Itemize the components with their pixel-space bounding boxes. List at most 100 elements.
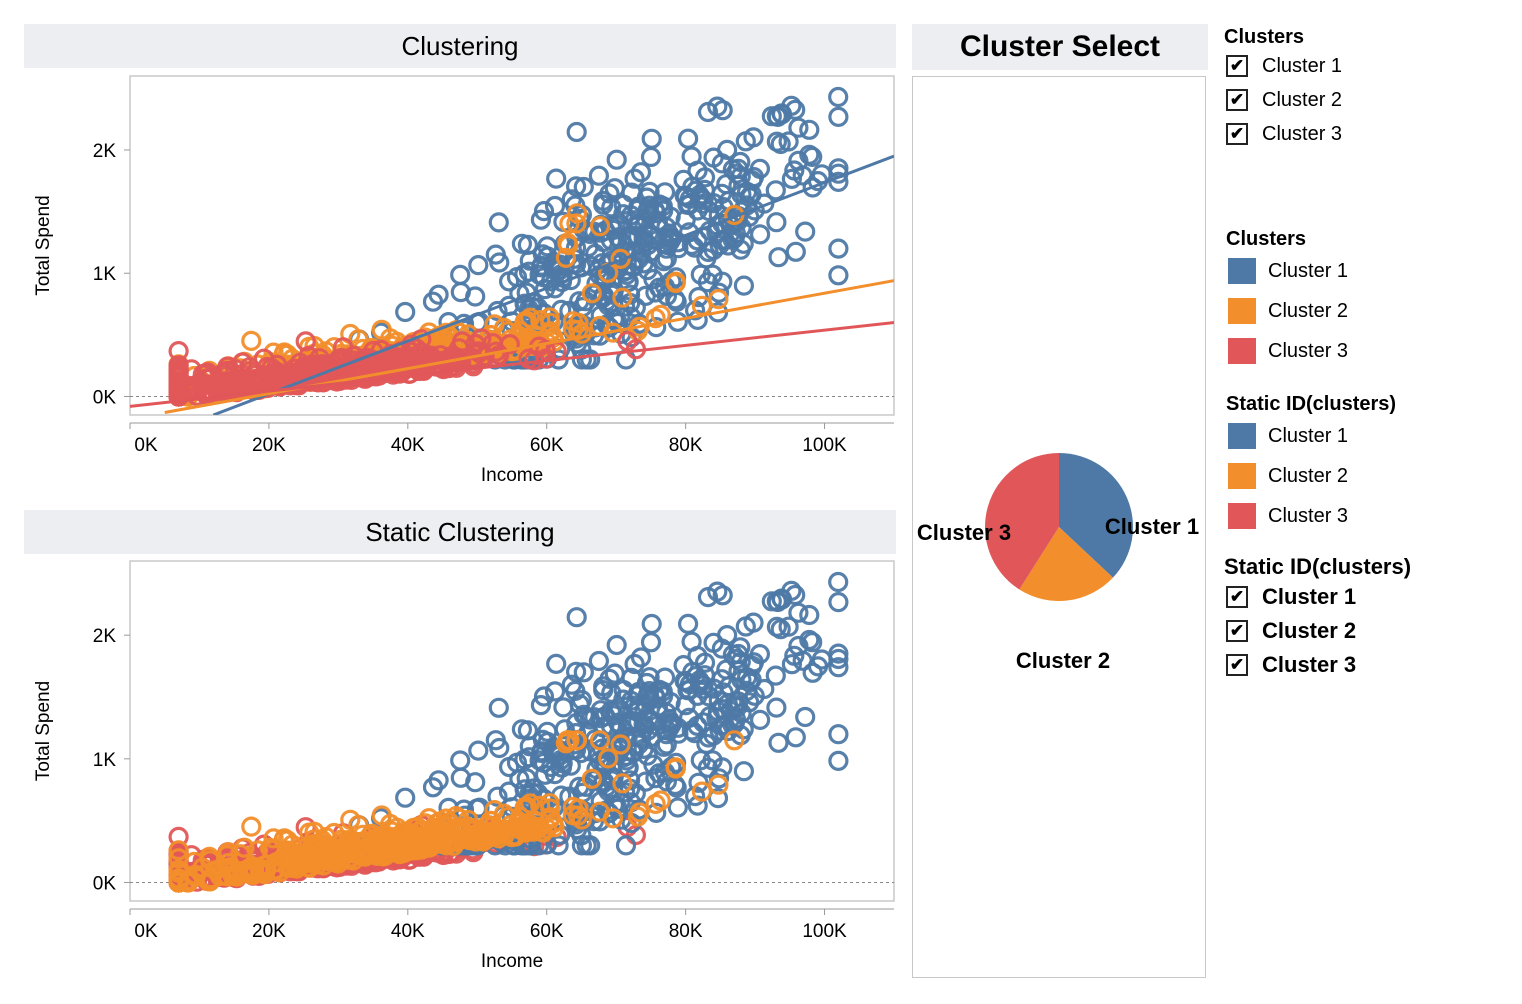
checkbox-checked-icon[interactable]: ✔ xyxy=(1226,654,1248,676)
data-point-cluster-1 xyxy=(561,674,582,695)
y-tick-label: 2K xyxy=(93,141,117,162)
data-point-cluster-1 xyxy=(395,301,416,323)
data-point-cluster-1 xyxy=(795,221,816,242)
color-swatch xyxy=(1228,463,1256,489)
data-point-cluster-1 xyxy=(530,694,552,716)
data-point-cluster-2 xyxy=(509,812,531,833)
data-point-cluster-1 xyxy=(599,668,620,690)
static-clustering-panel-title: Static Clustering xyxy=(24,510,896,554)
data-point-cluster-1 xyxy=(708,282,730,303)
data-point-cluster-1 xyxy=(606,149,627,170)
clusters-filter-item-3[interactable]: ✔ Cluster 3 xyxy=(1224,117,1342,151)
data-point-cluster-3 xyxy=(412,359,433,380)
data-point-cluster-2 xyxy=(277,830,298,851)
data-point-cluster-1 xyxy=(599,183,620,204)
legend-label: Cluster 2 xyxy=(1268,299,1349,322)
data-point-cluster-1 xyxy=(566,121,587,143)
data-point-cluster-3 xyxy=(267,354,288,375)
data-point-cluster-1 xyxy=(716,139,738,160)
clusters-color-item-2[interactable]: Cluster 2 xyxy=(1226,291,1348,331)
clusters-filter-item-2[interactable]: ✔ Cluster 2 xyxy=(1224,83,1342,117)
x-tick-label: 100K xyxy=(802,435,847,456)
data-point-cluster-1 xyxy=(636,187,658,208)
scatter-plots[interactable]: 0K 20K 40K 60K 80K 100K Income 0K 1K 2K Total Spen… xyxy=(0,0,910,1004)
clusters-color-item-1[interactable]: Cluster 1 xyxy=(1226,251,1348,291)
checkbox-checked-icon[interactable]: ✔ xyxy=(1226,89,1248,111)
data-point-cluster-1 xyxy=(571,835,593,856)
data-point-cluster-1 xyxy=(593,194,614,215)
x-tick-label: 60K xyxy=(530,435,564,456)
data-point-cluster-3 xyxy=(431,357,452,379)
data-point-cluster-1 xyxy=(660,206,681,227)
data-point-cluster-1 xyxy=(560,755,581,776)
data-point-cluster-2 xyxy=(360,824,381,846)
data-point-cluster-1 xyxy=(799,119,820,140)
scatter-plot-2: 0K 20K 40K 60K 80K 100K Income 0K 1K 2K Total Spen… xyxy=(33,560,895,972)
data-point-cluster-1 xyxy=(735,131,756,152)
data-point-cluster-2 xyxy=(263,828,284,849)
data-point-cluster-1 xyxy=(573,662,594,683)
data-point-cluster-1 xyxy=(731,669,752,691)
data-point-cluster-1 xyxy=(546,168,567,189)
data-point-cluster-1 xyxy=(722,159,744,180)
static-filter-item-3[interactable]: ✔ Cluster 3 xyxy=(1224,648,1411,682)
data-point-cluster-1 xyxy=(785,241,806,262)
data-point-cluster-1 xyxy=(640,632,662,653)
data-point-cluster-1 xyxy=(630,647,652,668)
checkbox-checked-icon[interactable]: ✔ xyxy=(1226,586,1248,608)
data-point-cluster-2 xyxy=(708,289,729,310)
filter-label: Cluster 3 xyxy=(1262,122,1343,145)
data-point-cluster-1 xyxy=(565,661,587,682)
data-point-cluster-2 xyxy=(239,858,260,879)
data-point-cluster-1 xyxy=(688,287,709,308)
data-point-cluster-2 xyxy=(665,758,686,779)
static-color-item-3[interactable]: Cluster 3 xyxy=(1226,496,1396,536)
data-point-cluster-1 xyxy=(781,654,803,675)
data-point-cluster-1 xyxy=(733,761,755,782)
points-layer xyxy=(130,86,894,415)
data-point-cluster-2 xyxy=(296,837,317,858)
data-point-cluster-2 xyxy=(724,730,745,751)
data-point-cluster-1 xyxy=(828,643,849,664)
static-color-item-1[interactable]: Cluster 1 xyxy=(1226,416,1396,456)
data-point-cluster-1 xyxy=(660,691,681,713)
data-point-cluster-2 xyxy=(665,272,686,294)
data-point-cluster-2 xyxy=(168,872,189,893)
data-point-cluster-1 xyxy=(468,740,489,761)
data-point-cluster-2 xyxy=(340,809,361,830)
data-point-cluster-1 xyxy=(828,571,849,593)
data-point-cluster-1 xyxy=(788,635,809,657)
data-point-cluster-1 xyxy=(533,201,555,222)
data-point-cluster-1 xyxy=(788,150,809,171)
y-axis-label: Total Spend xyxy=(33,195,54,295)
static-filter-item-2[interactable]: ✔ Cluster 2 xyxy=(1224,614,1411,648)
clusters-filter-item-1[interactable]: ✔ Cluster 1 xyxy=(1224,49,1342,83)
checkbox-checked-icon[interactable]: ✔ xyxy=(1226,123,1248,145)
data-point-cluster-1 xyxy=(465,772,486,793)
data-point-cluster-2 xyxy=(168,840,189,861)
data-point-cluster-1 xyxy=(645,282,666,303)
data-point-cluster-3 xyxy=(211,380,232,401)
data-point-cluster-1 xyxy=(578,236,599,258)
clustering-panel-title: Clustering xyxy=(24,24,896,68)
data-point-cluster-2 xyxy=(530,795,551,817)
data-point-cluster-3 xyxy=(377,350,398,371)
cluster-select-box[interactable] xyxy=(912,76,1206,978)
data-point-cluster-3 xyxy=(215,371,237,392)
data-point-cluster-2 xyxy=(241,816,262,837)
static-color-item-2[interactable]: Cluster 2 xyxy=(1226,456,1396,496)
data-point-cluster-3 xyxy=(295,331,316,352)
clusters-color-item-3[interactable]: Cluster 3 xyxy=(1226,331,1348,371)
color-swatch xyxy=(1228,298,1256,324)
data-point-cluster-1 xyxy=(667,797,688,818)
data-point-cluster-1 xyxy=(560,270,581,291)
static-filter-item-1[interactable]: ✔ Cluster 1 xyxy=(1224,580,1411,614)
x-tick-label: 0K xyxy=(134,921,158,942)
checkbox-checked-icon[interactable]: ✔ xyxy=(1226,55,1248,77)
data-point-cluster-1 xyxy=(518,784,540,806)
data-point-cluster-1 xyxy=(766,616,788,638)
data-point-cluster-2 xyxy=(540,807,561,828)
checkbox-checked-icon[interactable]: ✔ xyxy=(1226,620,1248,642)
data-point-cluster-1 xyxy=(636,672,658,694)
data-point-cluster-1 xyxy=(722,644,744,665)
